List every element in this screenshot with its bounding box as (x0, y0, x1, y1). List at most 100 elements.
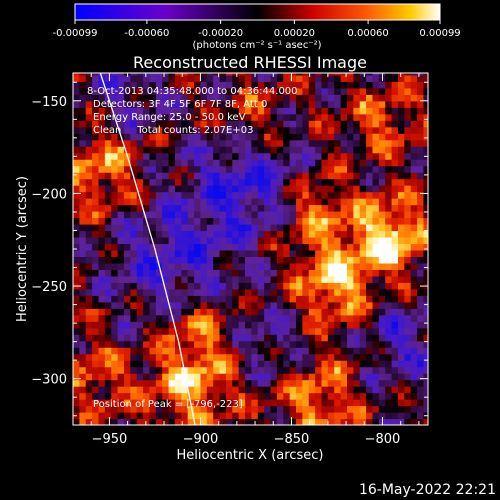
heatmap-cell (257, 133, 265, 141)
heatmap-cell (149, 360, 157, 368)
heatmap-cell (391, 198, 399, 206)
heatmap-cell (321, 74, 329, 82)
heatmap-cell (238, 243, 246, 251)
heatmap-cell (366, 418, 374, 425)
heatmap-cell (340, 223, 348, 232)
heatmap-cell (417, 392, 425, 400)
heatmap-cell (162, 113, 170, 121)
heatmap-cell (296, 133, 303, 141)
heatmap-cell (168, 211, 176, 219)
heatmap-cell (353, 379, 361, 387)
heatmap-cell (404, 269, 412, 277)
heatmap-cell (168, 217, 176, 225)
heatmap-cell (276, 74, 284, 82)
heatmap-cell (225, 262, 233, 270)
heatmap-cell (92, 113, 100, 121)
heatmap-cell (391, 133, 399, 141)
heatmap-cell (219, 386, 227, 394)
heatmap-cell (308, 230, 316, 238)
heatmap-cell (327, 230, 335, 238)
heatmap-cell (123, 301, 131, 309)
heatmap-cell (385, 353, 393, 361)
heatmap-cell (346, 159, 354, 167)
heatmap-cell (353, 152, 361, 160)
heatmap-cell (270, 418, 278, 425)
heatmap-cell (130, 379, 138, 387)
heatmap-cell (270, 126, 278, 134)
heatmap-cell (315, 236, 323, 245)
heatmap-cell (283, 139, 291, 147)
heatmap-cell (321, 418, 329, 425)
heatmap-cell (130, 74, 138, 82)
heatmap-cell (302, 113, 310, 121)
heatmap-cell (296, 146, 303, 154)
heatmap-cell (194, 301, 202, 309)
heatmap-cell (98, 146, 106, 154)
heatmap-cell (321, 327, 329, 335)
heatmap-cell (168, 204, 176, 212)
heatmap-cell (187, 204, 195, 212)
heatmap-cell (366, 146, 374, 154)
heatmap-cell (276, 146, 284, 154)
heatmap-cell (353, 211, 361, 219)
heatmap-cell (155, 243, 163, 251)
heatmap-cell (117, 74, 125, 82)
heatmap-cell (359, 308, 367, 316)
heatmap-cell (213, 262, 221, 270)
heatmap-cell (423, 340, 428, 348)
heatmap-cell (73, 295, 80, 303)
heatmap-cell (302, 159, 310, 167)
heatmap-cell (296, 340, 303, 348)
heatmap-cell (397, 308, 405, 316)
heatmap-cell (423, 230, 428, 238)
heatmap-cell (353, 159, 361, 167)
heatmap-cell (168, 230, 176, 238)
heatmap-cell (359, 269, 367, 277)
heatmap-cell (92, 256, 100, 264)
heatmap-cell (92, 100, 100, 108)
heatmap-cell (213, 178, 221, 186)
heatmap-cell (257, 223, 265, 232)
heatmap-cell (372, 327, 380, 335)
heatmap-cell (136, 223, 144, 232)
heatmap-cell (270, 386, 278, 394)
heatmap-cell (327, 308, 335, 316)
heatmap-cell (359, 236, 367, 245)
heatmap-cell (251, 386, 259, 394)
heatmap-cell (79, 94, 87, 102)
heatmap-cell (289, 353, 297, 361)
heatmap-cell (283, 204, 291, 212)
heatmap-cell (111, 334, 119, 342)
heatmap-cell (143, 230, 151, 238)
heatmap-cell (340, 418, 348, 425)
heatmap-cell (73, 146, 80, 154)
heatmap-cell (238, 152, 246, 160)
heatmap-cell (155, 386, 163, 394)
heatmap-cell (219, 120, 227, 128)
heatmap-cell (308, 107, 316, 115)
heatmap-cell (296, 386, 303, 394)
heatmap-cell (340, 165, 348, 173)
heatmap-cell (264, 347, 272, 355)
heatmap-cell (206, 159, 214, 167)
heatmap-cell (92, 405, 100, 413)
heatmap-cell (378, 275, 386, 283)
heatmap-cell (98, 314, 106, 322)
heatmap-cell (79, 360, 87, 368)
heatmap-cell (111, 275, 119, 283)
heatmap-cell (174, 249, 182, 258)
heatmap-cell (79, 288, 87, 296)
heatmap-cell (296, 418, 303, 425)
heatmap-cell (353, 249, 361, 258)
heatmap-cell (206, 301, 214, 309)
heatmap-cell (155, 269, 163, 277)
heatmap-cell (149, 295, 157, 303)
heatmap-cell (104, 230, 112, 238)
heatmap-cell (104, 178, 112, 186)
heatmap-cell (391, 282, 399, 290)
heatmap-cell (327, 133, 335, 141)
heatmap-cell (264, 152, 272, 160)
heatmap-cell (245, 360, 253, 368)
heatmap-cell (315, 185, 323, 193)
